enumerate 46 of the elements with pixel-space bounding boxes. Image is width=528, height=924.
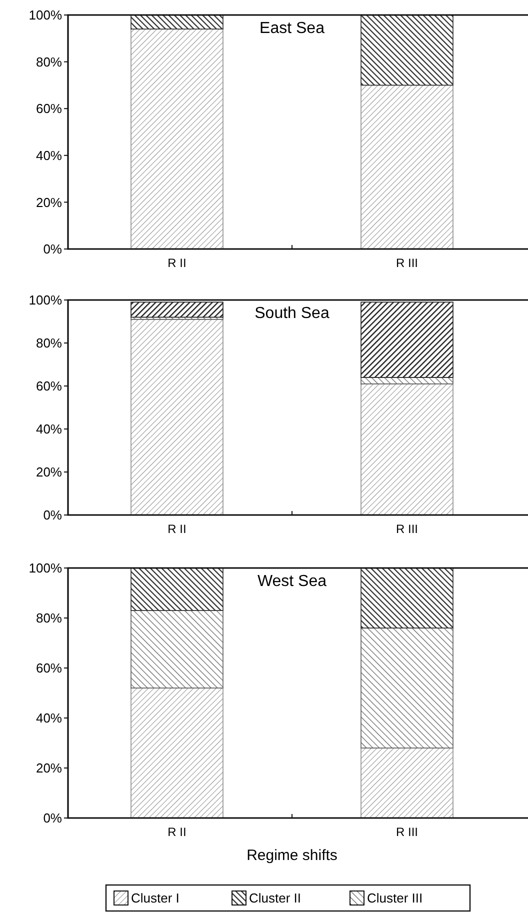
y-tick-label: 0%: [43, 242, 62, 257]
y-tick-label: 20%: [36, 194, 62, 210]
bar: [130, 318, 224, 516]
bar: [360, 748, 454, 818]
x-tick-label: R III: [396, 256, 418, 270]
bar: [360, 383, 454, 516]
x-tick-label: R II: [168, 256, 186, 270]
bar: [130, 568, 224, 611]
y-tick-label: 80%: [36, 54, 62, 70]
chart-title: East Sea: [260, 20, 325, 37]
bar: [360, 302, 454, 378]
y-tick-label: 40%: [36, 710, 62, 726]
y-tick-label: 20%: [36, 464, 62, 480]
y-tick-label: 100%: [28, 8, 62, 23]
y-tick-label: 40%: [36, 422, 62, 437]
legend-label: Cluster II: [249, 890, 302, 906]
bar: [130, 14, 224, 30]
x-axis-title: Regime shifts: [246, 847, 338, 864]
x-tick-label: R II: [168, 522, 186, 536]
y-tick-label: 40%: [36, 148, 62, 163]
bar: [130, 610, 224, 688]
y-tick-label: 60%: [36, 378, 62, 394]
y-tick-label: 0%: [43, 810, 62, 826]
y-tick-label: 60%: [36, 101, 62, 116]
bar: [360, 14, 454, 86]
bar: [130, 302, 224, 318]
y-tick-label: 100%: [28, 292, 62, 308]
y-tick-label: 0%: [43, 508, 62, 523]
bar: [130, 28, 224, 250]
bar: [360, 84, 454, 250]
y-tick-label: 80%: [36, 610, 62, 626]
legend-label: Cluster I: [131, 890, 180, 906]
bar: [360, 628, 454, 748]
bar: [360, 377, 454, 384]
chart-title: South Sea: [254, 305, 330, 322]
y-tick-label: 80%: [36, 336, 62, 351]
legend-label: Cluster III: [367, 890, 423, 906]
chart-title: West Sea: [257, 573, 327, 590]
x-tick-label: R II: [168, 825, 186, 839]
bar: [130, 688, 224, 818]
y-tick-label: 60%: [36, 660, 62, 676]
y-tick-label: 20%: [36, 760, 62, 776]
bar: [360, 568, 454, 628]
y-tick-label: 100%: [28, 560, 62, 576]
x-tick-label: R III: [396, 825, 418, 839]
x-tick-label: R III: [396, 522, 418, 536]
